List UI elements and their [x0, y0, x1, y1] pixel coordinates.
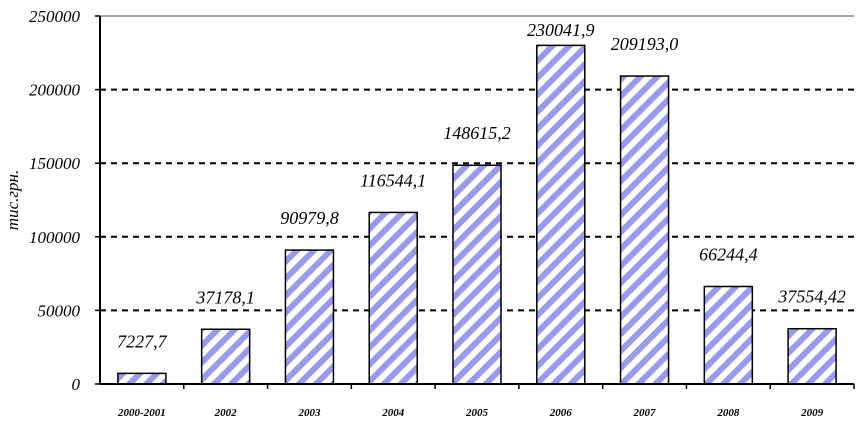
x-tick-label: 2008 — [716, 407, 740, 419]
x-tick-label: 2006 — [549, 407, 573, 419]
data-label: 37178,1 — [195, 287, 255, 307]
bar-2003 — [284, 249, 335, 385]
bar-2000-2001 — [117, 372, 167, 385]
data-label: 209193,0 — [611, 34, 679, 54]
bar-2008 — [703, 285, 754, 385]
data-labels: 7227,7 37178,1 90979,8 116544,1 148615,2 2300… — [117, 20, 846, 351]
data-label: 116544,1 — [360, 170, 426, 190]
x-tick-label: 2009 — [800, 407, 824, 419]
x-tick-labels: 2000-2001 2002 2003 2004 2005 2006 2007 2008 200… — [117, 407, 824, 419]
data-label: 148615,2 — [443, 123, 511, 143]
y-tick-labels: 0 50000 100000 150000 200000 250000 — [29, 7, 81, 394]
bar-2009 — [787, 327, 837, 385]
x-tick-label: 2000-2001 — [117, 407, 166, 419]
x-tick-label: 2004 — [381, 407, 405, 419]
bar-2002 — [200, 328, 251, 385]
data-label: 230041,9 — [527, 20, 595, 40]
bar-2006 — [536, 44, 586, 385]
y-tick-label: 200000 — [29, 81, 81, 100]
y-tick-label: 150000 — [29, 154, 81, 173]
y-tick-label: 0 — [72, 375, 81, 394]
y-tick-label: 100000 — [29, 228, 81, 247]
data-label: 90979,8 — [280, 208, 339, 228]
x-tick-label: 2007 — [633, 407, 657, 419]
y-tick-label: 250000 — [29, 7, 81, 26]
x-tick-label: 2003 — [297, 407, 321, 419]
data-label: 66244,4 — [699, 244, 758, 264]
bar-2004 — [368, 211, 418, 385]
bars — [117, 44, 837, 385]
bar-2005 — [452, 164, 502, 385]
y-tick-label: 50000 — [38, 301, 81, 320]
y-axis-title: тис.грн. — [3, 170, 22, 230]
x-tick-label: 2002 — [214, 407, 238, 419]
x-tick-label: 2005 — [465, 407, 489, 419]
axes — [95, 15, 855, 389]
data-label: 37554,42 — [777, 287, 846, 307]
bar-2007 — [619, 75, 670, 385]
data-label: 7227,7 — [117, 331, 168, 351]
